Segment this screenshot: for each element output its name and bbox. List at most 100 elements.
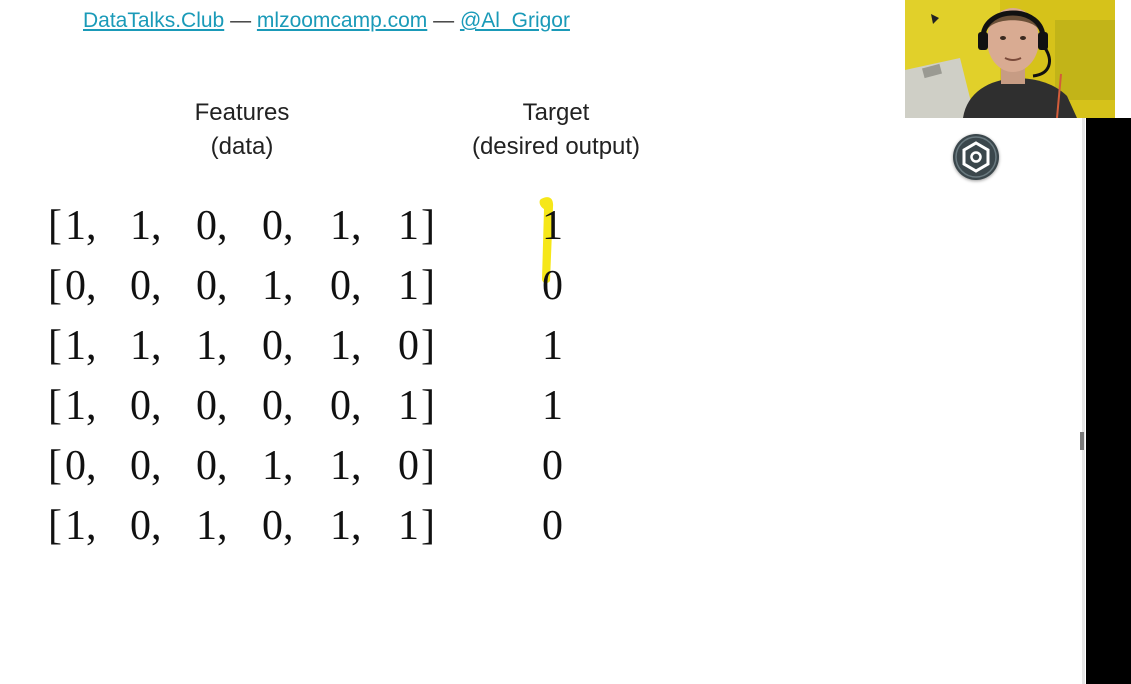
feature-value-text: 0 (130, 383, 151, 429)
side-panel (1086, 118, 1131, 684)
feature-value: 0, (130, 376, 162, 436)
datatalks-club-link[interactable]: DataTalks.Club (83, 9, 225, 32)
feature-value: 1, (330, 496, 362, 556)
twitter-handle-link[interactable]: @Al_Grigor (459, 9, 570, 32)
mlzoomcamp-link[interactable]: mlzoomcamp.com (256, 9, 428, 32)
comma: , (217, 383, 228, 429)
feature-value-text: 1 (398, 503, 419, 549)
feature-value: 1, (65, 316, 97, 376)
comma: , (86, 443, 97, 489)
feature-value-text: 1 (262, 263, 283, 309)
comma: , (151, 323, 162, 369)
features-heading-title: Features (194, 99, 290, 126)
comma: , (86, 503, 97, 549)
comma: , (351, 383, 362, 429)
comma: , (217, 443, 228, 489)
feature-value-text: 1 (398, 203, 419, 249)
feature-value-text: 0 (130, 503, 151, 549)
feature-value: 0 (398, 436, 419, 496)
open-bracket: [ (48, 503, 62, 549)
comma: , (351, 263, 362, 309)
header-separator: — (224, 9, 257, 32)
features-heading: Features (data) (142, 96, 342, 164)
feature-value: 0, (130, 496, 162, 556)
features-heading-subtitle: (data) (210, 133, 274, 160)
feature-value-text: 0 (398, 323, 419, 369)
feature-value-text: 1 (65, 503, 86, 549)
feature-value-text: 1 (330, 443, 351, 489)
feature-value: 1, (330, 196, 362, 256)
open-bracket: [ (48, 203, 62, 249)
comma: , (151, 443, 162, 489)
feature-value-text: 1 (330, 323, 351, 369)
comma: , (86, 203, 97, 249)
feature-value: 0, (65, 436, 97, 496)
target-value: 1 (542, 383, 563, 429)
comma: , (283, 383, 294, 429)
feature-value: 0, (262, 316, 294, 376)
comma: , (86, 263, 97, 309)
comma: , (151, 203, 162, 249)
panel-resize-handle[interactable] (1080, 432, 1084, 450)
comma: , (351, 503, 362, 549)
comma: , (351, 323, 362, 369)
feature-value: 1, (262, 436, 294, 496)
feature-value: 0, (65, 256, 97, 316)
feature-value: 0, (330, 376, 362, 436)
feature-value-text: 1 (65, 323, 86, 369)
highlight-mark (539, 197, 554, 284)
feature-value-text: 0 (398, 443, 419, 489)
feature-value-text: 1 (330, 503, 351, 549)
feature-value: 1 (398, 256, 419, 316)
feature-value-text: 0 (196, 263, 217, 309)
feature-value-text: 1 (65, 203, 86, 249)
feature-value: 0, (196, 196, 228, 256)
feature-value: 1, (65, 496, 97, 556)
feature-value-text: 0 (130, 263, 151, 309)
feature-value: 1, (330, 316, 362, 376)
feature-value: 1, (130, 196, 162, 256)
comma: , (351, 203, 362, 249)
feature-value-text: 1 (65, 383, 86, 429)
feature-value: 1, (130, 316, 162, 376)
feature-value-text: 0 (196, 383, 217, 429)
table-row: [ 1, 1, 0, 0, 1, 1 ] 1 (48, 196, 588, 256)
target-value: 1 (542, 323, 563, 369)
feature-value: 1, (65, 376, 97, 436)
comma: , (283, 503, 294, 549)
feature-value: 0, (130, 256, 162, 316)
feature-value-text: 0 (330, 383, 351, 429)
feature-value: 0, (130, 436, 162, 496)
feature-value-text: 0 (262, 383, 283, 429)
feature-value-text: 0 (65, 443, 86, 489)
comma: , (283, 203, 294, 249)
comma: , (86, 383, 97, 429)
header-separator: — (427, 9, 460, 32)
comma: , (283, 263, 294, 309)
feature-value-text: 0 (65, 263, 86, 309)
comma: , (217, 503, 228, 549)
close-bracket: ] (421, 203, 435, 249)
feature-value-text: 1 (130, 203, 151, 249)
comma: , (151, 383, 162, 429)
comma: , (351, 443, 362, 489)
open-bracket: [ (48, 323, 62, 369)
feature-value-text: 0 (196, 443, 217, 489)
slide-header: DataTalks.Club — mlzoomcamp.com — @Al_Gr… (83, 9, 570, 33)
feature-value: 1, (196, 316, 228, 376)
feature-value: 0, (262, 376, 294, 436)
feature-value: 1 (398, 376, 419, 436)
feature-value: 0, (262, 496, 294, 556)
target-heading: Target (desired output) (436, 96, 676, 164)
target-value: 0 (542, 503, 563, 549)
webcam-overlay (905, 0, 1115, 118)
feature-value: 0, (330, 256, 362, 316)
settings-button[interactable] (953, 134, 999, 180)
feature-value: 1 (398, 196, 419, 256)
feature-value-text: 1 (196, 503, 217, 549)
feature-value: 1, (262, 256, 294, 316)
target-heading-title: Target (522, 99, 590, 126)
feature-value-text: 0 (330, 263, 351, 309)
close-bracket: ] (421, 383, 435, 429)
